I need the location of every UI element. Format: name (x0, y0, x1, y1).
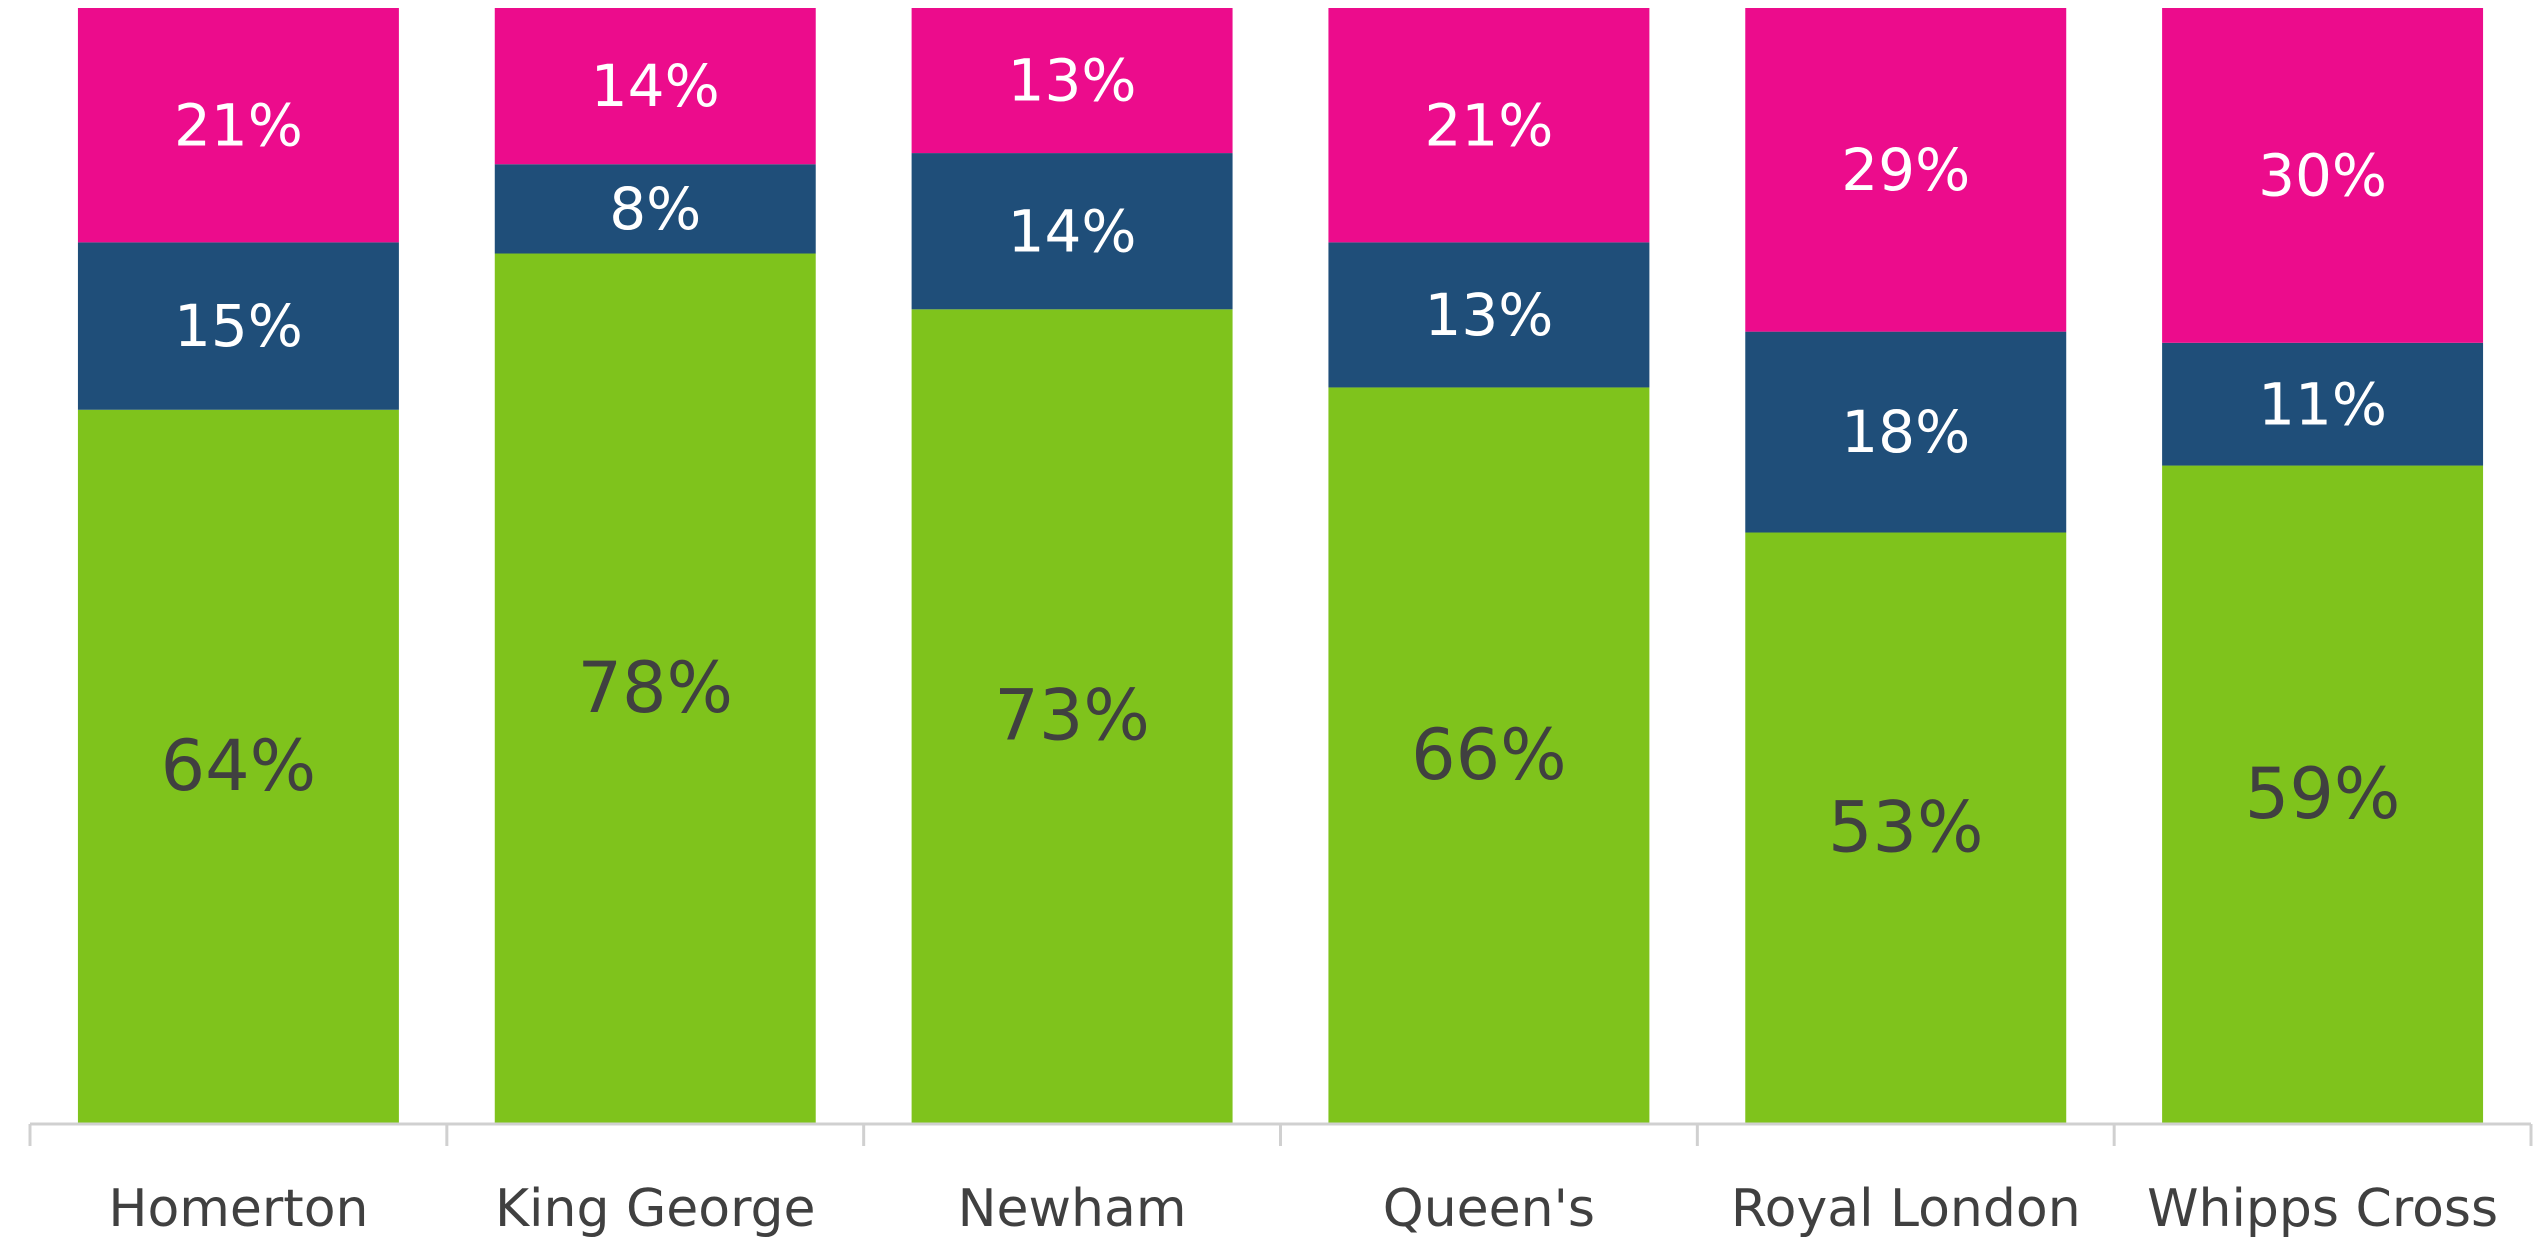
data-label: 78% (577, 647, 733, 729)
data-label: 53% (1828, 786, 1984, 868)
bar-segment (911, 309, 1233, 1124)
data-label: 30% (2258, 142, 2387, 210)
data-label: 13% (1008, 47, 1137, 115)
bar-segment (77, 242, 399, 410)
data-label: 11% (2258, 370, 2387, 438)
bar-segment (1745, 8, 2067, 332)
data-label: 64% (161, 725, 317, 807)
data-label: 21% (1424, 91, 1553, 159)
data-label: 73% (994, 675, 1150, 757)
data-label: 13% (1424, 281, 1553, 349)
data-label: 8% (609, 175, 701, 243)
bar-segment (911, 153, 1233, 310)
x-tick-label: Whipps Cross (2147, 1179, 2498, 1239)
bar-segment (494, 8, 816, 165)
data-label: 15% (174, 292, 303, 360)
bar-segment (911, 8, 1233, 154)
bar-segment (77, 8, 399, 243)
bar-segment (494, 164, 816, 254)
bar-segment (77, 409, 399, 1124)
bar-segment (1745, 532, 2067, 1124)
bar-segment (1328, 242, 1650, 388)
bar-segment (1328, 387, 1650, 1124)
x-tick-label: Queen's (1383, 1179, 1595, 1239)
x-tick-label: Royal London (1731, 1179, 2081, 1239)
bar-segment (1328, 8, 1650, 243)
data-label: 21% (174, 91, 303, 159)
data-label: 14% (591, 52, 720, 120)
bar-segment (494, 253, 816, 1124)
data-label: 59% (2245, 753, 2401, 835)
x-tick-label: King George (495, 1179, 816, 1239)
x-tick-label: Newham (958, 1179, 1187, 1239)
bar-segment (1745, 331, 2067, 533)
bar-segment (2162, 8, 2484, 343)
data-label: 18% (1841, 398, 1970, 466)
bar-segment (2162, 465, 2484, 1124)
data-label: 66% (1411, 714, 1567, 796)
x-tick-label: Homerton (108, 1179, 368, 1239)
data-label: 14% (1008, 197, 1137, 265)
bar-segment (2162, 342, 2484, 466)
data-label: 29% (1841, 136, 1970, 204)
